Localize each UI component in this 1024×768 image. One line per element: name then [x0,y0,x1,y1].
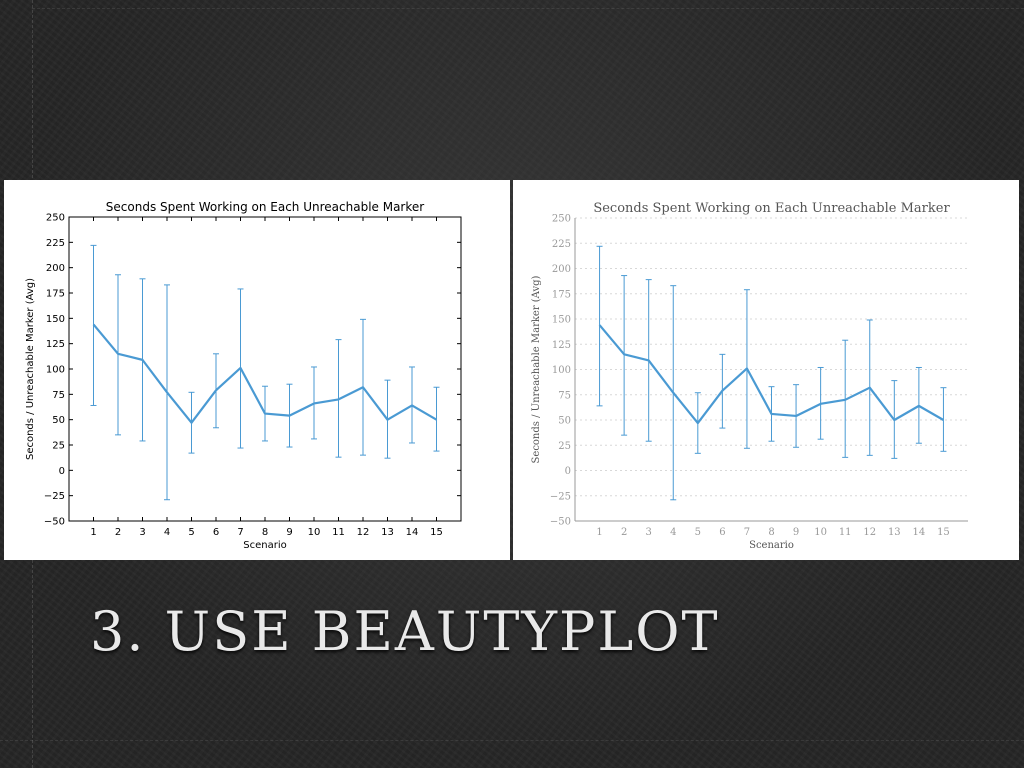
x-tick-label: 9 [286,527,292,538]
x-tick-label: 8 [262,527,268,538]
y-axis-label: Seconds / Unreachable Marker (Avg) [25,278,36,460]
y-tick-label: 125 [552,340,571,351]
x-tick-label: 15 [937,527,950,538]
y-tick-label: 250 [46,213,65,224]
x-tick-label: 15 [430,527,443,538]
y-tick-label: 225 [552,239,571,250]
x-tick-label: 1 [90,527,96,538]
chart-title: Seconds Spent Working on Each Unreachabl… [106,200,424,214]
y-tick-label: −25 [44,491,65,502]
x-tick-label: 3 [139,527,145,538]
y-tick-label: −25 [550,491,571,502]
series-0 [596,245,947,501]
x-axis-label: Scenario [749,540,794,551]
y-tick-label: 175 [552,289,571,300]
y-tick-label: 150 [552,315,571,326]
x-tick-label: 9 [793,527,799,538]
x-tick-label: 2 [621,527,627,538]
chart-beautyplot: Seconds Spent Working on Each Unreachabl… [531,201,968,551]
x-tick-label: 5 [188,527,194,538]
leather-stitch-bottom [0,740,1024,742]
y-tick-label: −50 [44,517,65,528]
y-tick-label: 150 [46,314,65,325]
x-tick-label: 1 [596,527,602,538]
x-tick-label: 6 [213,527,219,538]
y-tick-label: 175 [46,289,65,300]
y-tick-label: 0 [59,466,65,477]
y-tick-label: 100 [552,365,571,376]
x-tick-label: 8 [768,527,774,538]
y-tick-label: 75 [558,390,571,401]
chart-panel-beautyplot: Seconds Spent Working on Each Unreachabl… [513,180,1019,560]
chart-matplotlib: Seconds Spent Working on Each Unreachabl… [25,200,462,551]
x-tick-label: 6 [719,527,725,538]
y-tick-label: 100 [46,365,65,376]
x-tick-label: 11 [332,527,345,538]
x-tick-label: 4 [164,527,170,538]
leather-stitch-top [32,8,1024,10]
y-tick-label: 75 [52,390,65,401]
x-tick-label: 7 [744,527,750,538]
slide-title: 3. USE BEAUTYPLOT [90,600,720,663]
x-tick-label: 10 [814,527,827,538]
x-tick-label: 3 [646,527,652,538]
y-tick-label: 200 [552,264,571,275]
x-tick-label: 11 [839,527,852,538]
y-tick-label: 50 [52,415,65,426]
y-tick-label: 50 [558,416,571,427]
x-tick-label: 10 [308,527,321,538]
y-tick-label: 0 [565,466,571,477]
series-line [92,323,438,424]
x-tick-label: 4 [670,527,676,538]
chart-panel-matplotlib: Seconds Spent Working on Each Unreachabl… [4,180,510,560]
x-tick-label: 7 [237,527,243,538]
x-tick-label: 13 [381,527,394,538]
y-tick-label: 200 [46,263,65,274]
y-tick-label: 25 [52,441,65,452]
x-tick-label: 12 [863,527,876,538]
y-tick-label: 25 [558,441,571,452]
x-tick-label: 12 [357,527,370,538]
series-line [598,324,944,425]
x-tick-label: 5 [695,527,701,538]
x-axis-label: Scenario [243,540,286,551]
series-0 [90,244,440,501]
x-tick-label: 2 [115,527,121,538]
y-tick-label: 225 [46,238,65,249]
y-axis-label: Seconds / Unreachable Marker (Avg) [531,275,542,463]
y-tick-label: −50 [550,517,571,528]
axes-frame [68,216,462,522]
x-tick-label: 13 [888,527,901,538]
chart-title: Seconds Spent Working on Each Unreachabl… [593,201,950,216]
y-tick-label: 125 [46,339,65,350]
x-tick-label: 14 [913,527,926,538]
x-tick-label: 14 [406,527,419,538]
y-tick-label: 250 [552,214,571,225]
